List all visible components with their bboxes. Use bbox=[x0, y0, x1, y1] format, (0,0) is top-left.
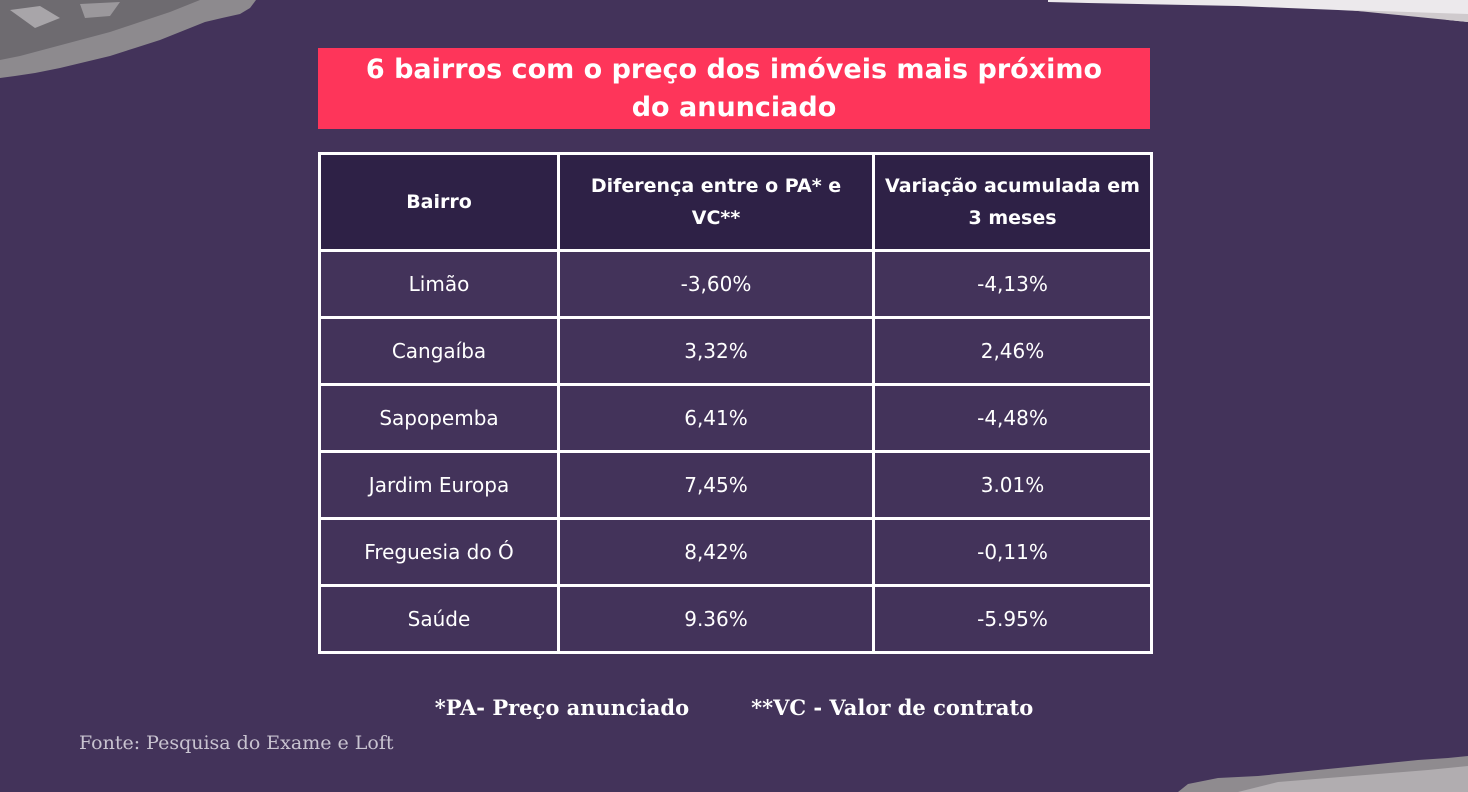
cell-bairro: Limão bbox=[318, 249, 560, 319]
cell-bairro: Cangaíba bbox=[318, 316, 560, 386]
cell-variacao: -0,11% bbox=[872, 517, 1153, 587]
cell-bairro: Saúde bbox=[318, 584, 560, 654]
table-row: Limão -3,60% -4,13% bbox=[318, 249, 1153, 319]
column-header-diferenca: Diferença entre o PA* e VC** bbox=[557, 152, 875, 252]
source-credit: Fonte: Pesquisa do Exame e Loft bbox=[79, 732, 394, 754]
page-title: 6 bairros com o preço dos imóveis mais p… bbox=[365, 53, 1103, 123]
cell-variacao: 3.01% bbox=[872, 450, 1153, 520]
cell-variacao: 2,46% bbox=[872, 316, 1153, 386]
table-row: Sapopemba 6,41% -4,48% bbox=[318, 383, 1153, 453]
title-banner: 6 bairros com o preço dos imóveis mais p… bbox=[318, 48, 1150, 129]
table-row: Cangaíba 3,32% 2,46% bbox=[318, 316, 1153, 386]
cell-diferenca: 9.36% bbox=[557, 584, 875, 654]
cell-variacao: -4,48% bbox=[872, 383, 1153, 453]
table-row: Jardim Europa 7,45% 3.01% bbox=[318, 450, 1153, 520]
cell-diferenca: 8,42% bbox=[557, 517, 875, 587]
table-row: Saúde 9.36% -5.95% bbox=[318, 584, 1153, 654]
torn-paper-decoration bbox=[1178, 756, 1468, 792]
cell-bairro: Freguesia do Ó bbox=[318, 517, 560, 587]
torn-paper-decoration bbox=[1048, 0, 1468, 22]
cell-diferenca: -3,60% bbox=[557, 249, 875, 319]
table-header-row: Bairro Diferença entre o PA* e VC** Vari… bbox=[318, 152, 1153, 252]
footnote-vc: **VC - Valor de contrato bbox=[751, 695, 1034, 720]
cell-variacao: -4,13% bbox=[872, 249, 1153, 319]
cell-bairro: Sapopemba bbox=[318, 383, 560, 453]
footnote-pa: *PA- Preço anunciado bbox=[434, 695, 690, 720]
cell-diferenca: 6,41% bbox=[557, 383, 875, 453]
torn-paper-decoration bbox=[0, 0, 256, 78]
footnotes: *PA- Preço anunciado **VC - Valor de cont… bbox=[318, 692, 1150, 724]
data-table: Bairro Diferença entre o PA* e VC** Vari… bbox=[318, 152, 1153, 654]
table-row: Freguesia do Ó 8,42% -0,11% bbox=[318, 517, 1153, 587]
cell-variacao: -5.95% bbox=[872, 584, 1153, 654]
column-header-variacao: Variação acumulada em 3 meses bbox=[872, 152, 1153, 252]
cell-bairro: Jardim Europa bbox=[318, 450, 560, 520]
cell-diferenca: 3,32% bbox=[557, 316, 875, 386]
column-header-bairro: Bairro bbox=[318, 152, 560, 252]
cell-diferenca: 7,45% bbox=[557, 450, 875, 520]
